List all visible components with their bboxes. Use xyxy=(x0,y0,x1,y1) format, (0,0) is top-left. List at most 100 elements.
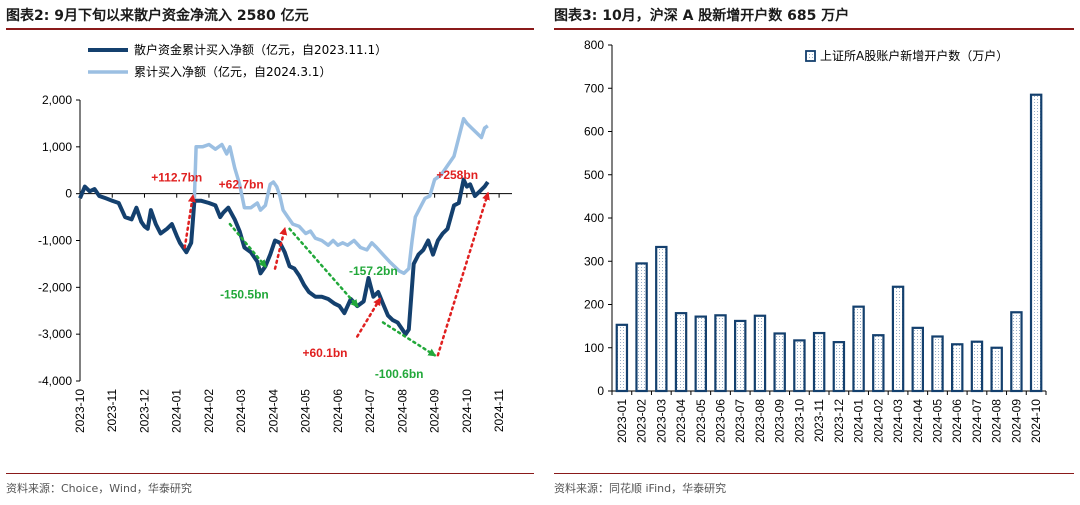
bar xyxy=(852,305,865,393)
bar xyxy=(812,331,826,393)
x-tick-label: 2023-10 xyxy=(73,389,87,433)
x-tick-label: 2023-02 xyxy=(635,399,649,443)
x-tick-label: 2023-04 xyxy=(674,399,688,443)
y-tick-label: -3,000 xyxy=(38,327,72,341)
x-tick-label: 2024-04 xyxy=(266,389,280,433)
chart-title-left: 图表2: 9月下旬以来散户资金净流入 2580 亿元 xyxy=(6,8,309,24)
bar xyxy=(1010,311,1023,393)
x-tick-label: 2024-02 xyxy=(871,399,885,443)
y-tick-label: 2,000 xyxy=(42,93,72,107)
x-tick-label: 2024-07 xyxy=(970,399,984,443)
annotation-label: -157.2bn xyxy=(349,264,398,278)
y-tick-label: 0 xyxy=(597,384,604,398)
y-tick-label: -4,000 xyxy=(38,374,72,388)
y-tick-label: 100 xyxy=(584,341,604,355)
x-tick-label: 2024-01 xyxy=(170,389,184,433)
series-line-2 xyxy=(192,116,489,276)
x-tick-label: 2024-03 xyxy=(891,399,905,443)
line-chart: 2,0001,0000-1,000-2,000-3,000-4,0002023-… xyxy=(38,42,512,433)
x-tick-label: 2023-12 xyxy=(832,399,846,443)
legend-label: 上证所A股账户新增开户数（万户） xyxy=(820,48,1008,63)
green-arrow xyxy=(381,321,437,357)
chart-panel-retail-flow: 图表2: 9月下旬以来散户资金净流入 2580 亿元 2,000 1,000 0 -1… xyxy=(6,8,534,495)
annotation-label: -150.5bn xyxy=(220,287,269,301)
x-tick-label: 2024-08 xyxy=(395,389,409,433)
source-note-right: 资料来源：同花顺 iFind，华泰研究 xyxy=(554,482,727,495)
bar xyxy=(911,326,925,393)
legend-label-1: 散户资金累计买入净额（亿元，自2023.11.1） xyxy=(134,42,387,57)
bar xyxy=(950,343,964,393)
bar xyxy=(872,334,885,393)
y-tick-label: -2,000 xyxy=(38,280,72,294)
x-tick-label: 2024-09 xyxy=(428,389,442,433)
red-arrow xyxy=(183,194,196,249)
title-rule-right xyxy=(554,28,1074,30)
x-tick-label: 2023-11 xyxy=(812,399,826,442)
legend-label-2: 累计买入净额（亿元，自2024.3.1） xyxy=(134,64,331,79)
x-tick-label: 2023-08 xyxy=(753,399,767,443)
annotation-label: -100.6bn xyxy=(375,367,424,381)
y-tick-label: -1,000 xyxy=(38,234,72,248)
bar xyxy=(674,312,688,393)
x-tick-label: 2023-01 xyxy=(615,399,629,443)
x-tick-label: 2023-10 xyxy=(792,399,806,443)
x-tick-label: 2023-07 xyxy=(733,399,747,443)
x-tick-label: 2024-05 xyxy=(299,389,313,433)
bar xyxy=(733,319,747,393)
bar-chart: 0 100 200 300 400 500 600 700 800 2023-01 2023-02 2… xyxy=(584,38,1047,443)
x-tick-label: 2023-06 xyxy=(714,399,728,443)
x-tick-label: 2024-08 xyxy=(990,399,1004,443)
bar xyxy=(655,245,668,393)
x-tick-label: 2024-09 xyxy=(1009,399,1023,443)
title-rule-left xyxy=(6,28,534,30)
bar xyxy=(970,340,984,393)
y-tick-label: 300 xyxy=(584,254,604,268)
footer-rule-right xyxy=(554,473,1074,474)
y-tick-label: 700 xyxy=(584,81,604,95)
annotation-label: +60.1bn xyxy=(302,346,347,360)
chart-panel-new-accounts: 图表3: 10月，沪深 A 股新增开户数 685 万户 0 100 200 300 40… xyxy=(548,0,1080,505)
green-arrow xyxy=(228,222,267,268)
red-arrow xyxy=(356,297,382,338)
x-tick-label: 2023-09 xyxy=(773,399,787,443)
annotation-label: +112.7bn xyxy=(151,170,202,184)
bar xyxy=(714,314,727,393)
x-tick-label: 2023-12 xyxy=(137,389,151,433)
source-note-left: 资料来源：Choice，Wind，华泰研究 xyxy=(6,482,192,495)
bar xyxy=(891,285,905,393)
annotation-label: +62.7bn xyxy=(219,177,264,191)
x-tick-label: 2024-01 xyxy=(852,399,866,443)
y-tick-label: 1,000 xyxy=(42,140,72,154)
x-tick-label: 2024-06 xyxy=(331,389,345,433)
x-tick-label: 2023-05 xyxy=(694,399,708,443)
x-tick-label: 2024-03 xyxy=(234,389,248,433)
bar xyxy=(773,332,786,393)
x-tick-label: 2023-03 xyxy=(654,399,668,443)
bar xyxy=(832,341,846,393)
y-tick-label: 200 xyxy=(584,298,604,312)
y-tick-label: 600 xyxy=(584,125,604,139)
green-arrow xyxy=(288,227,359,308)
x-tick-label: 2024-07 xyxy=(363,389,377,433)
annotation-label: +258bn xyxy=(436,168,478,182)
y-tick-label: 500 xyxy=(584,168,604,182)
y-tick-label: 800 xyxy=(584,38,604,52)
x-tick-label: 2024-04 xyxy=(911,399,925,443)
bar xyxy=(793,339,806,393)
red-arrow xyxy=(436,191,490,357)
x-tick-label: 2024-10 xyxy=(460,389,474,433)
footer-rule-left xyxy=(6,473,534,474)
bar xyxy=(990,346,1003,393)
chart-title-right: 图表3: 10月，沪深 A 股新增开户数 685 万户 xyxy=(554,8,850,24)
bar xyxy=(694,315,708,393)
x-tick-label: 2024-11 xyxy=(492,389,506,432)
y-tick-label: 400 xyxy=(584,211,604,225)
x-tick-label: 2024-06 xyxy=(950,399,964,443)
red-arrow xyxy=(273,226,288,270)
x-tick-label: 2024-02 xyxy=(202,389,216,433)
bar xyxy=(753,314,767,393)
bar xyxy=(931,335,944,393)
bar xyxy=(635,262,648,393)
bar xyxy=(1029,93,1043,393)
y-tick-label: 0 xyxy=(65,187,72,201)
